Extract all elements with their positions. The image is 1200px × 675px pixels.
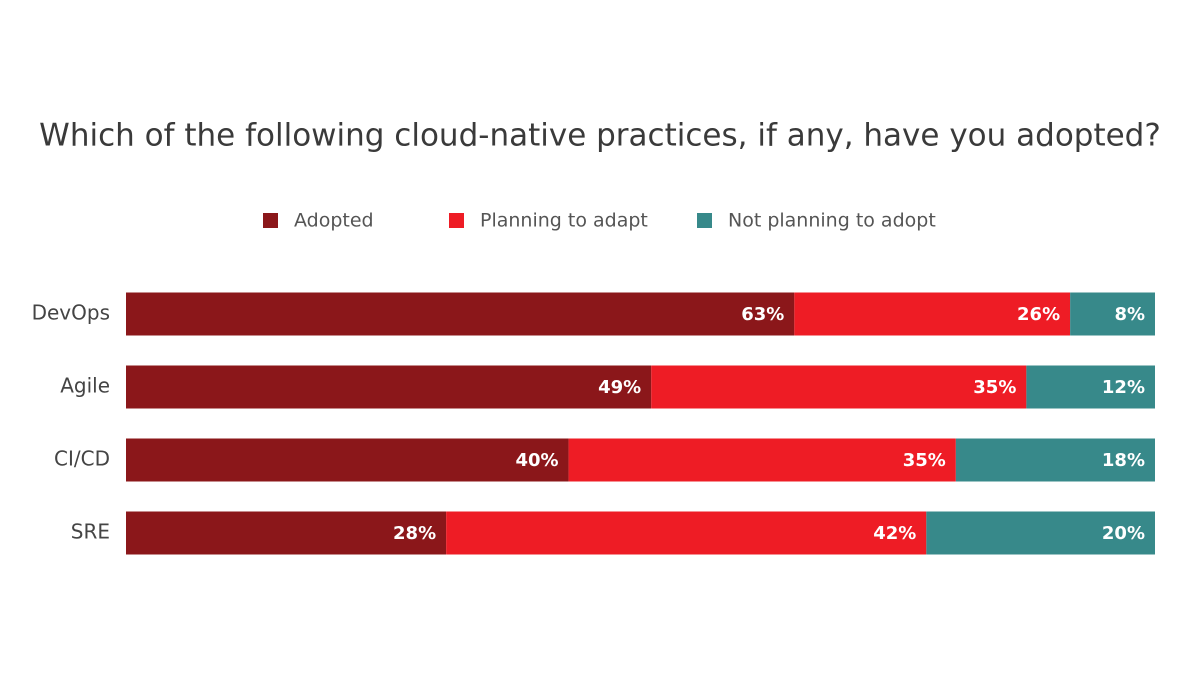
- category-label: Agile: [60, 374, 110, 398]
- bar-segment: [126, 365, 652, 409]
- value-label: 40%: [515, 450, 558, 471]
- legend-swatch: [449, 213, 464, 228]
- bar-segment: [126, 292, 795, 336]
- value-label: 63%: [741, 304, 784, 325]
- bar-segment: [926, 511, 1155, 555]
- legend-label: Adopted: [294, 210, 374, 232]
- category-label: DevOps: [32, 301, 110, 325]
- value-label: 18%: [1102, 450, 1145, 471]
- legend-swatch: [697, 213, 712, 228]
- bar-segment: [446, 511, 927, 555]
- legend-swatch: [263, 213, 278, 228]
- value-label: 49%: [598, 377, 641, 398]
- legend-label: Planning to adapt: [480, 210, 648, 232]
- bar-segment: [126, 438, 569, 482]
- value-label: 35%: [973, 377, 1016, 398]
- value-label: 8%: [1114, 304, 1145, 325]
- value-label: 26%: [1017, 304, 1060, 325]
- bar-segment: [126, 511, 447, 555]
- bar-segment: [1070, 292, 1155, 336]
- value-label: 20%: [1102, 523, 1145, 544]
- bar-segment: [651, 365, 1027, 409]
- value-label: 28%: [393, 523, 436, 544]
- category-label: SRE: [71, 520, 110, 544]
- legend-label: Not planning to adopt: [728, 210, 936, 232]
- bar-segment: [955, 438, 1155, 482]
- category-label: CI/CD: [54, 447, 110, 471]
- value-label: 12%: [1102, 377, 1145, 398]
- value-label: 42%: [873, 523, 916, 544]
- value-label: 35%: [903, 450, 946, 471]
- bar-segment: [794, 292, 1071, 336]
- bar-segment: [1026, 365, 1155, 409]
- bar-segment: [568, 438, 956, 482]
- chart-title: Which of the following cloud-native prac…: [39, 118, 1161, 154]
